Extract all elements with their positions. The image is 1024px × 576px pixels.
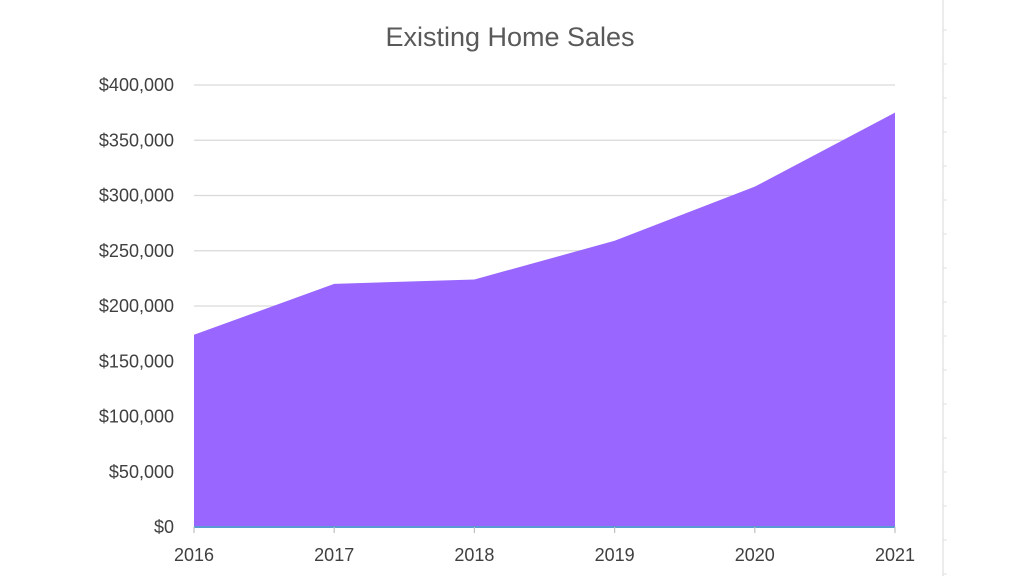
area-series (194, 112, 895, 527)
y-tick-label: $300,000 (99, 186, 174, 206)
y-tick-label: $400,000 (99, 75, 174, 95)
x-tick-label: 2016 (174, 545, 214, 565)
y-tick-label: $350,000 (99, 130, 174, 150)
x-axis (193, 526, 896, 533)
y-tick-label: $250,000 (99, 241, 174, 261)
y-axis-tick-labels: $0 $50,000 $100,000 $150,000 $200,000 $250,00… (99, 75, 174, 537)
x-tick-label: 2018 (454, 545, 494, 565)
x-tick-label: 2020 (735, 545, 775, 565)
x-tick-label: 2017 (314, 545, 354, 565)
area-series-fill (194, 112, 895, 527)
y-tick-label: $50,000 (109, 462, 174, 482)
chart-title: Existing Home Sales (385, 22, 634, 52)
y-tick-label: $0 (154, 517, 174, 537)
x-axis-tick-labels: 2016 2017 2018 2019 2020 2021 (174, 545, 915, 565)
y-tick-label: $100,000 (99, 407, 174, 427)
y-tick-label: $200,000 (99, 296, 174, 316)
x-tick-label: 2021 (875, 545, 915, 565)
y-tick-label: $150,000 (99, 351, 174, 371)
x-tick-label: 2019 (595, 545, 635, 565)
chart-frame (942, 0, 947, 576)
